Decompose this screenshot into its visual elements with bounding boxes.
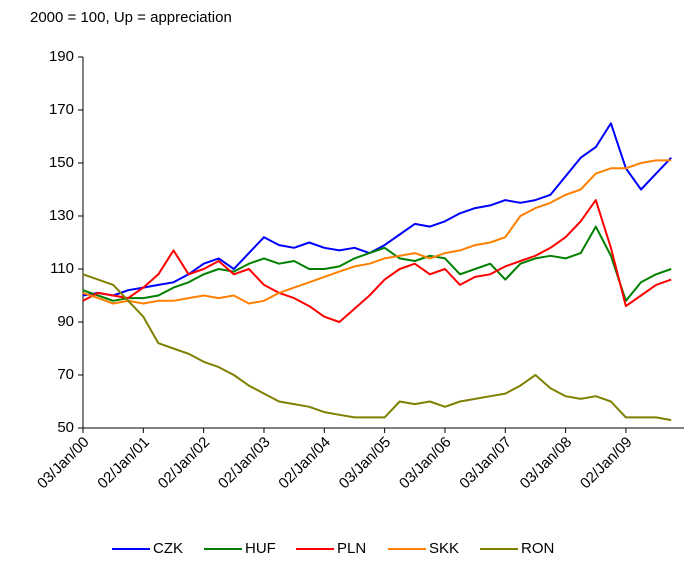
series-line xyxy=(82,273,672,422)
x-tick-label: 02/Jan/01 xyxy=(94,434,153,493)
x-tick-label: 03/Jan/07 xyxy=(456,434,515,493)
x-tick-label: 02/Jan/09 xyxy=(577,434,636,493)
y-tick-label: 190 xyxy=(49,48,74,65)
x-tick-label: 02/Jan/03 xyxy=(215,434,274,493)
legend-label: PLN xyxy=(337,540,366,557)
x-tick-label: 03/Jan/00 xyxy=(34,434,93,493)
y-tick-label: 70 xyxy=(57,366,74,383)
y-tick-label: 150 xyxy=(49,154,74,171)
legend-label: SKK xyxy=(429,540,459,557)
series-line xyxy=(82,225,672,302)
x-tick-label: 02/Jan/02 xyxy=(155,434,214,493)
series-line xyxy=(82,122,672,297)
x-tick-label: 03/Jan/05 xyxy=(336,434,395,493)
legend-label: RON xyxy=(521,540,554,557)
x-tick-label: 02/Jan/04 xyxy=(275,434,334,493)
y-tick-label: 130 xyxy=(49,207,74,224)
series-line xyxy=(82,159,672,305)
y-tick-label: 170 xyxy=(49,101,74,118)
series-line xyxy=(82,199,672,323)
y-tick-label: 90 xyxy=(57,313,74,330)
y-tick-label: 50 xyxy=(57,419,74,436)
y-tick-label: 110 xyxy=(50,260,74,277)
chart-subtitle: 2000 = 100, Up = appreciation xyxy=(30,9,232,26)
legend-label: CZK xyxy=(153,540,183,557)
x-tick-label: 03/Jan/08 xyxy=(517,434,576,493)
x-tick-label: 03/Jan/06 xyxy=(396,434,455,493)
legend-label: HUF xyxy=(245,540,276,557)
